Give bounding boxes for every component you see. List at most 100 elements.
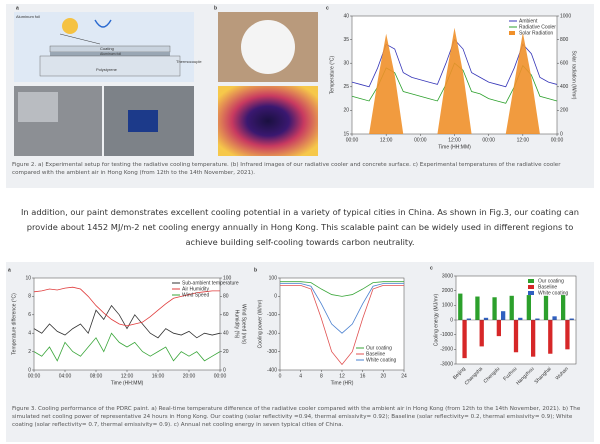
bar xyxy=(544,296,548,320)
bar xyxy=(510,296,514,320)
x-tick-label: 16 xyxy=(360,373,366,379)
bar xyxy=(570,319,574,320)
diagram-label: Coating xyxy=(100,46,114,51)
y-axis-label: Temperature (°C) xyxy=(329,55,335,94)
y-tick-label: 8 xyxy=(28,294,31,300)
y2-tick-label: 200 xyxy=(560,108,569,114)
bar xyxy=(480,320,484,346)
legend-label: White coating xyxy=(538,290,569,296)
y-axis-label: Cooling energy (MJ/m²) xyxy=(433,294,439,347)
bar xyxy=(501,311,505,320)
y-tick-label: -1000 xyxy=(440,332,453,338)
y2-tick-label: 40 xyxy=(223,331,229,337)
x-tick-label: 20:00 xyxy=(183,373,196,379)
legend-swatch xyxy=(528,285,534,289)
y2-tick-label: 60 xyxy=(223,312,229,318)
y-tick-label: -300 xyxy=(267,349,277,355)
y-tick-label: 35 xyxy=(343,37,349,43)
x-tick-label: 00:00 xyxy=(414,137,427,143)
x-tick-label: 12:00 xyxy=(380,137,393,143)
y-tick-label: 10 xyxy=(25,275,31,281)
body-paragraph: In addition, our paint demonstrates exce… xyxy=(18,205,582,250)
plot-area xyxy=(280,278,404,370)
panel-label: b xyxy=(254,267,257,273)
x-tick-label: 4 xyxy=(299,373,302,379)
photo-detail xyxy=(128,110,158,132)
y-tick-label: 25 xyxy=(343,84,349,90)
y2-axis-label: Solar radiation (W/m²) xyxy=(571,51,577,100)
legend-swatch xyxy=(509,31,515,35)
y-tick-label: 40 xyxy=(343,13,349,19)
bar xyxy=(484,318,488,320)
figure3-caption: Figure 3. Cooling performance of the PDR… xyxy=(12,405,588,429)
x-tick-label: 08:00 xyxy=(90,373,103,379)
y2-axis-label: Humidity (%) xyxy=(234,310,240,339)
x-tick-label: 20 xyxy=(381,373,387,379)
x-tick-label: 00:00 xyxy=(346,137,359,143)
y2-axis-label: Wind Speed (m/s) xyxy=(241,304,247,344)
legend-label: White coating xyxy=(366,357,397,363)
diagram-label: Aluminum foil xyxy=(100,52,121,56)
legend-label: Solar Radiation xyxy=(519,30,553,36)
y-tick-label: -200 xyxy=(267,331,277,337)
x-axis-label: Time (HR) xyxy=(331,380,354,386)
y-tick-label: 4 xyxy=(28,331,31,337)
y-tick-label: 20 xyxy=(343,108,349,114)
y-tick-label: -100 xyxy=(267,312,277,318)
x-tick-label: 12:00 xyxy=(121,373,134,379)
bar xyxy=(492,297,496,320)
bar xyxy=(552,316,556,320)
bar xyxy=(518,318,522,320)
y2-tick-label: 80 xyxy=(223,294,229,300)
bar xyxy=(565,320,569,349)
bar xyxy=(475,297,479,320)
y2-tick-label: 800 xyxy=(560,37,569,43)
x-tick-label: 24 xyxy=(401,373,407,379)
x-tick-label: 00:00 xyxy=(214,373,227,379)
bar xyxy=(458,294,462,320)
x-tick-label: 00:00 xyxy=(28,373,41,379)
y-axis-label: Temperature difference (°C) xyxy=(11,293,17,355)
panel-label: c xyxy=(430,265,433,271)
bar xyxy=(548,320,552,354)
panel-label: a xyxy=(16,5,19,11)
y-tick-label: -3000 xyxy=(440,361,453,367)
panel-label: b xyxy=(214,5,217,11)
y2-tick-label: 600 xyxy=(560,61,569,67)
bar xyxy=(561,295,565,320)
bar xyxy=(497,320,501,336)
legend-swatch xyxy=(528,279,534,283)
x-tick-label: 12 xyxy=(339,373,345,379)
y-tick-label: 100 xyxy=(269,275,278,281)
bar xyxy=(467,319,471,320)
figure2-caption: Figure 2. a) Experimental setup for test… xyxy=(12,161,588,177)
x-tick-label: 04:00 xyxy=(59,373,72,379)
y-tick-label: -2000 xyxy=(440,347,453,353)
y2-tick-label: 1000 xyxy=(560,13,571,19)
bar xyxy=(535,319,539,320)
y-tick-label: 3000 xyxy=(442,273,453,279)
panel-label: c xyxy=(326,5,329,11)
x-axis-label: Time (HH:MM) xyxy=(111,380,144,386)
y-tick-label: 30 xyxy=(343,61,349,67)
sample-disk xyxy=(241,20,295,74)
infrared-image xyxy=(218,86,318,156)
polystyrene-block xyxy=(40,56,180,76)
y-tick-label: -400 xyxy=(267,367,277,373)
photo-detail xyxy=(18,92,58,122)
x-tick-label: 00:00 xyxy=(482,137,495,143)
bar xyxy=(514,320,518,352)
x-axis-label: Time (HH:MM) xyxy=(438,144,471,150)
bar xyxy=(531,320,535,357)
y2-tick-label: 20 xyxy=(223,349,229,355)
x-tick-label: 12:00 xyxy=(517,137,530,143)
panel-label: a xyxy=(8,267,11,273)
y2-tick-label: 400 xyxy=(560,84,569,90)
x-tick-label: 8 xyxy=(320,373,323,379)
legend-label: Wind Speed xyxy=(182,292,209,298)
y-axis-label: Cooling power (W/m²) xyxy=(257,299,263,348)
y-tick-label: 0 xyxy=(450,317,453,323)
x-tick-label: 12:00 xyxy=(448,137,461,143)
diagram-label: Aluminum foil xyxy=(16,14,40,19)
x-tick-label: 0 xyxy=(279,373,282,379)
